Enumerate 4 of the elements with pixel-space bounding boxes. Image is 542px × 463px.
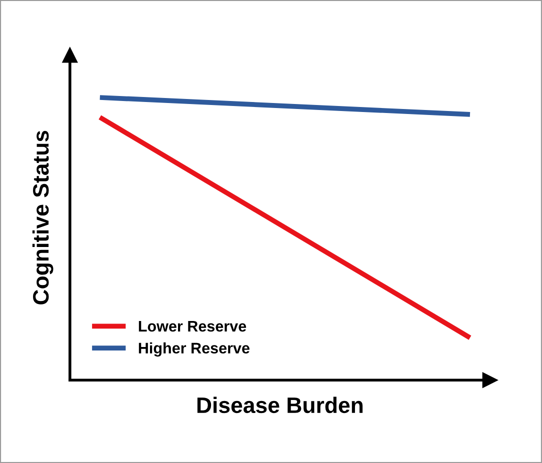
legend-label: Higher Reserve	[138, 342, 250, 357]
legend-label: Lower Reserve	[138, 320, 246, 332]
y-axis-title: Cognitive Status	[32, 130, 54, 304]
x-axis-title: Disease Burden	[197, 396, 363, 414]
